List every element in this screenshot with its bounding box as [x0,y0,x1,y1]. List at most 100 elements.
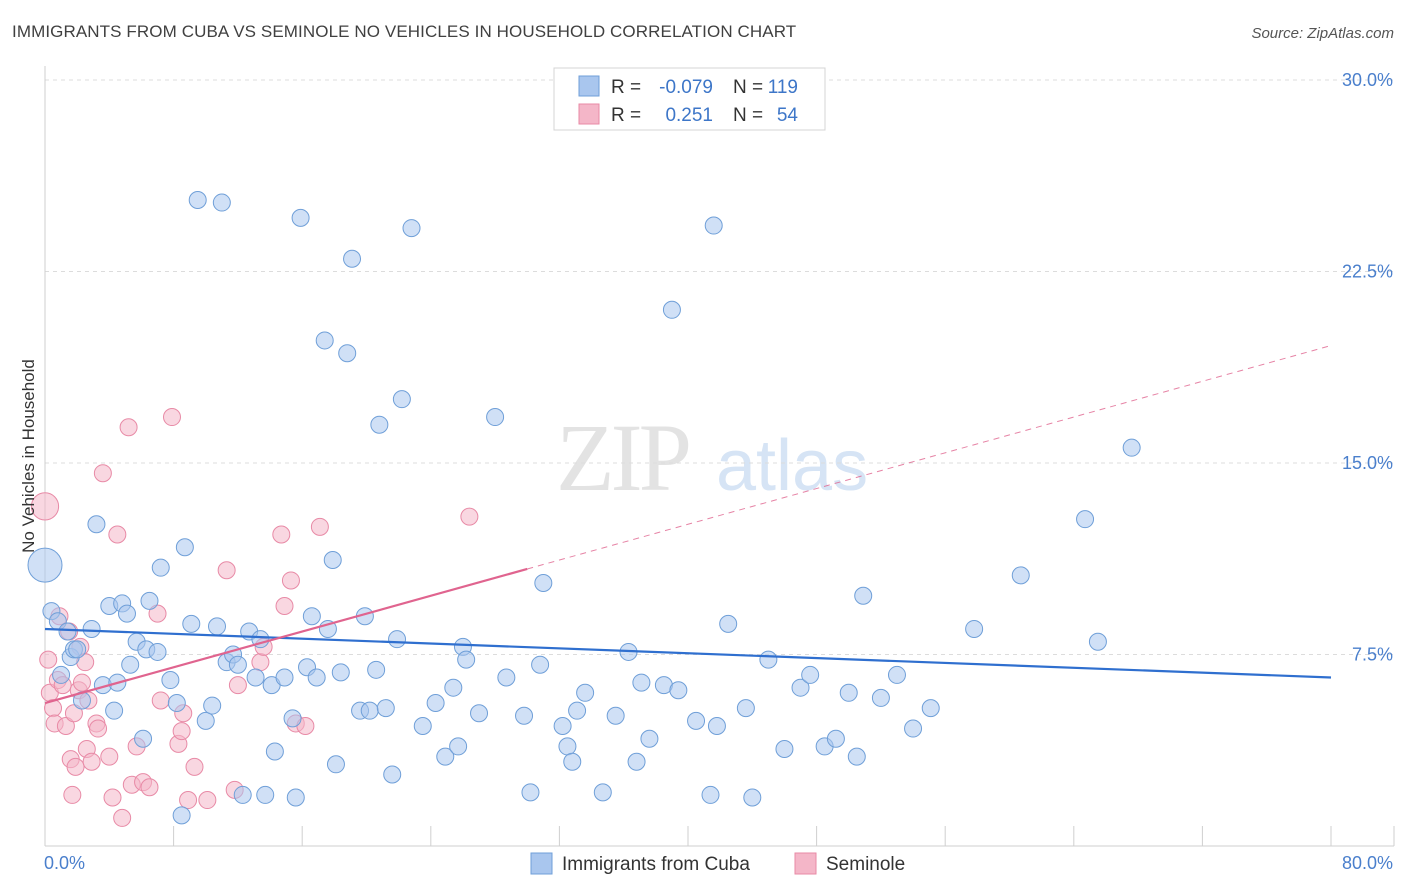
cuba-point [436,747,455,766]
seminole-point [119,418,138,437]
y-tick-label: 7.5% [1352,645,1393,665]
cuba-point [388,630,407,649]
y-tick-label: 22.5% [1342,262,1393,282]
series-legend: Immigrants from Cuba Seminole [530,852,905,875]
cuba-point [1076,510,1095,529]
cuba-point [871,688,890,707]
cuba-point [27,547,63,583]
cuba-point [576,683,595,702]
watermark: ZIP atlas [556,404,868,511]
cuba-point [256,785,275,804]
correlation-legend: R = -0.079 N = 119 R = 0.251 N = 54 [553,67,826,131]
seminole-point [460,507,479,526]
cuba-point [291,208,310,227]
cuba-point [701,785,720,804]
chart-title: IMMIGRANTS FROM CUBA VS SEMINOLE NO VEHI… [12,22,797,41]
cuba-point [121,655,140,674]
bottom-legend-swatch-seminole [794,852,817,875]
cuba-point [338,344,357,363]
seminole-point [64,704,83,723]
cuba-point [521,783,540,802]
cuba-point [497,668,516,687]
x-ticks [44,826,1395,846]
cuba-point [515,706,534,725]
cuba-point [444,678,463,697]
x-tick-label: 80.0% [1342,853,1393,873]
cuba-point [175,538,194,557]
cuba-point [117,604,136,623]
y-tick-label: 15.0% [1342,453,1393,473]
cuba-point [1088,632,1107,651]
cuba-point [847,747,866,766]
bottom-legend-label-seminole: Seminole [826,854,905,875]
y-axis-label: No Vehicles in Household [19,359,38,553]
legend-n-label-seminole: N = [733,105,763,126]
cuba-point [704,216,723,235]
seminole-point [82,752,101,771]
cuba-point [134,729,153,748]
cuba-point [632,673,651,692]
cuba-point [563,752,582,771]
seminole-point [148,604,167,623]
cuba-point [392,390,411,409]
cuba-point [606,706,625,725]
seminole-point [172,722,191,741]
legend-n-value-seminole: 54 [777,105,799,126]
cuba-point [854,586,873,605]
cuba-point [58,622,77,641]
cuba-point [531,655,550,674]
cuba-point [887,665,906,684]
legend-r-label-cuba: R = [611,77,641,98]
seminole-point [113,808,132,827]
y-tick-label: 30.0% [1342,70,1393,90]
cuba-point [413,716,432,735]
cuba-point [196,711,215,730]
seminole-point [30,492,60,521]
cuba-point [801,665,820,684]
cuba-point [68,640,87,659]
cuba-point [736,699,755,718]
cuba-point [1122,438,1141,457]
legend-r-value-cuba: -0.079 [659,77,713,98]
seminole-point [251,653,270,672]
seminole-point [108,525,127,544]
seminole-point [185,757,204,776]
seminole-point [162,408,181,427]
cuba-point [759,650,778,669]
cuba-point [486,408,505,427]
cuba-point [470,704,489,723]
seminole-point [93,464,112,483]
cuba-point [627,752,646,771]
cuba-point [534,574,553,593]
grid-lines [45,79,1394,655]
axes [44,66,1394,847]
seminole-point [217,561,236,580]
cuba-point [402,219,421,238]
cuba-point [662,300,681,319]
legend-r-label-seminole: R = [611,105,641,126]
seminole-point [151,691,170,710]
seminole-point [140,778,159,797]
seminole-point [272,525,291,544]
seminole-point [39,650,58,669]
cuba-point [640,729,659,748]
cuba-trend-line [44,627,1332,679]
seminole-point [281,571,300,590]
cuba-point [426,694,445,713]
bottom-legend-swatch-cuba [530,852,553,875]
x-tick-labels: 0.0% 80.0% [44,853,1393,873]
x-tick-label: 0.0% [44,853,85,873]
cuba-point [360,701,379,720]
y-tick-labels: 7.5% 15.0% 22.5% 30.0% [1342,70,1393,665]
seminole-point [89,719,108,738]
seminole-point [198,791,217,810]
cuba-point [921,699,940,718]
legend-n-value-cuba: 119 [768,77,798,98]
seminole-point [275,596,294,615]
cuba-point [449,737,468,756]
cuba-point [707,716,726,735]
seminole-trend-extension [527,345,1332,570]
cuba-point [323,551,342,570]
cuba-point [208,617,227,636]
